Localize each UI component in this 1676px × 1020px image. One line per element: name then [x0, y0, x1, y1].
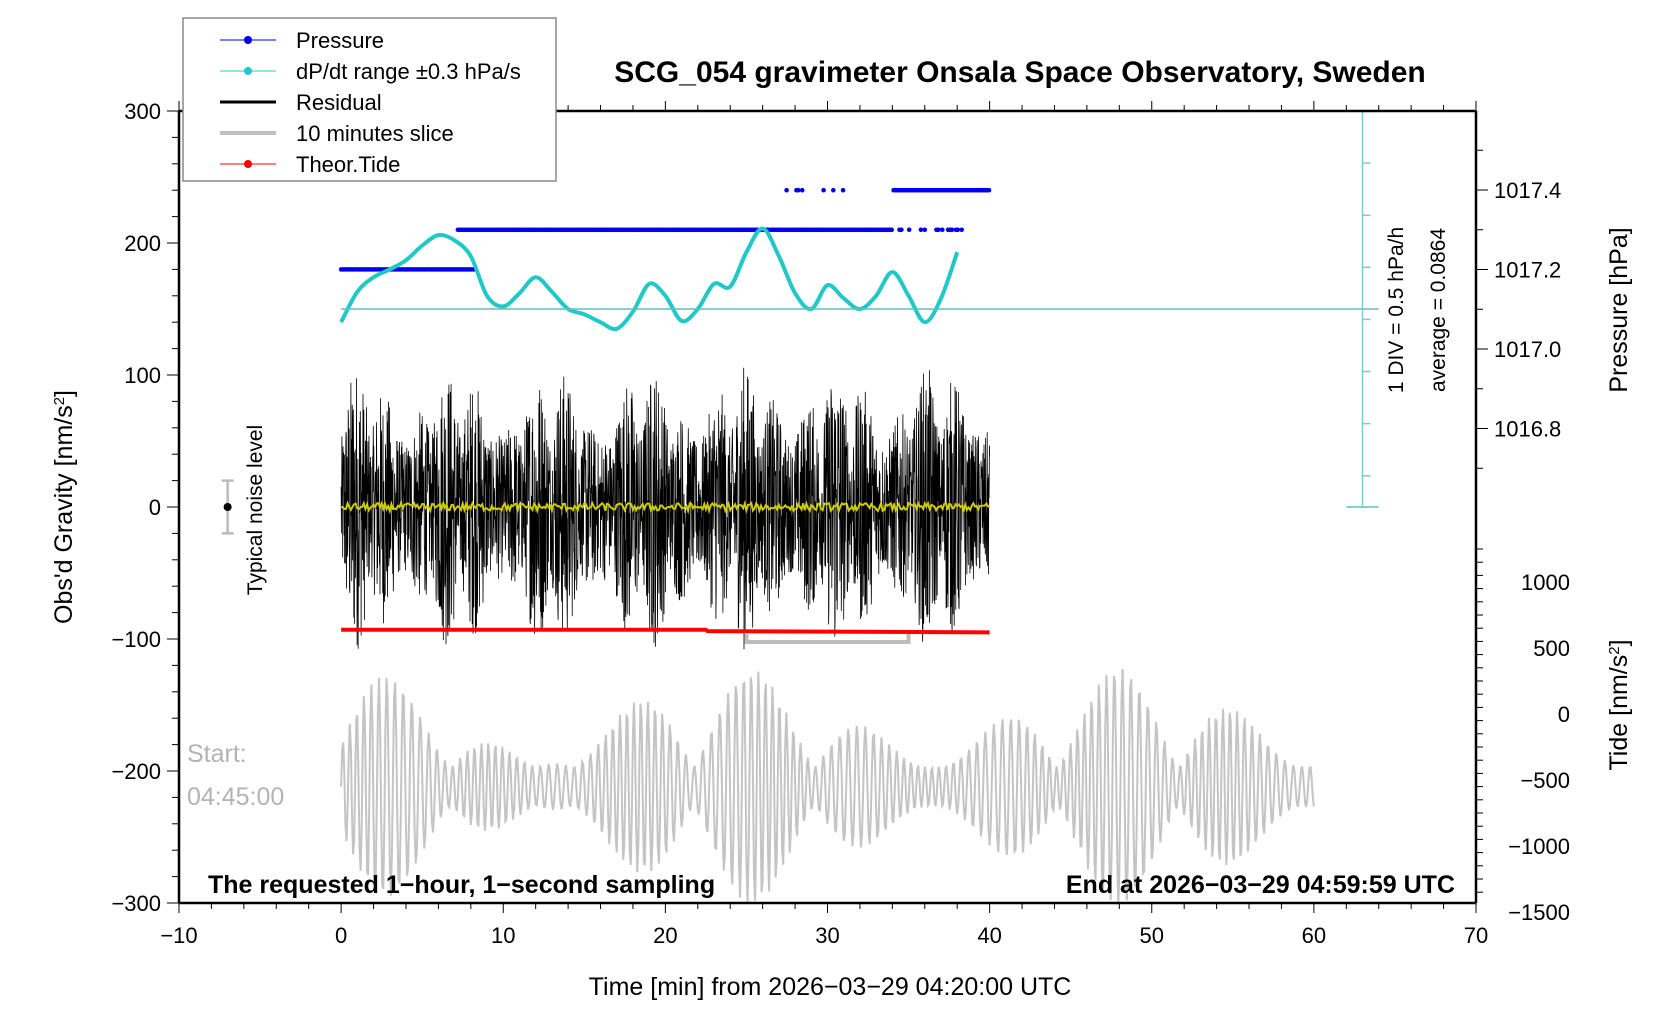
pressure-tick-label: 1017.0	[1494, 337, 1561, 362]
y-axis-label-left: Obs'd Gravity [nm/s2]	[50, 390, 78, 624]
legend-entry: Theor.Tide	[220, 152, 400, 177]
legend-entry: dP/dt range ±0.3 hPa/s	[220, 59, 521, 84]
pressure-point	[784, 187, 789, 193]
slice-line	[340, 668, 1315, 905]
y-tick-label: 0	[149, 495, 161, 520]
pressure-point	[955, 227, 961, 233]
dpdt-series	[339, 226, 960, 332]
x-tick-label: 10	[491, 923, 515, 948]
x-tick-label: 70	[1464, 923, 1488, 948]
pressure-series	[338, 187, 992, 272]
residual-series	[340, 367, 991, 650]
legend: Pressure dP/dt range ±0.3 hPa/s Residual 10…	[182, 17, 557, 182]
pressure-point	[936, 227, 941, 233]
y-tick-label: 300	[124, 99, 161, 124]
legend-label: Pressure	[296, 28, 384, 53]
legend-label: dP/dt range ±0.3 hPa/s	[296, 59, 521, 84]
x-tick-label: 50	[1140, 923, 1164, 948]
end-time-note: End at 2026−03−29 04:59:59 UTC	[1066, 871, 1455, 899]
y-tick-label: −200	[111, 759, 161, 784]
noise-center-point	[223, 503, 232, 511]
div-label: 1 DIV = 0.5 hPa/h	[1385, 227, 1408, 393]
x-axis-label: Time [min] from 2026−03−29 04:20:00 UTC	[589, 973, 1072, 1001]
pressure-point	[840, 187, 846, 193]
axis-ticks: −10 0 10 20 30 40 50 60 703002001000−100−200−300…	[111, 99, 1570, 948]
y-tick-label: 100	[124, 363, 161, 388]
pressure-point	[889, 227, 894, 233]
sampling-note: The requested 1−hour, 1−second sampling	[208, 871, 715, 899]
pressure-point	[918, 227, 924, 233]
pressure-point	[949, 227, 955, 233]
theoretical-tide-series	[341, 627, 990, 635]
x-tick-label: 60	[1302, 923, 1326, 948]
theoretical-tide-line	[341, 627, 990, 635]
pressure-tick-label: 1017.2	[1494, 258, 1561, 283]
residual-mean-line	[340, 499, 991, 515]
pressure-point	[899, 227, 904, 233]
dpdt-scale-bar	[341, 111, 1379, 508]
noise-level-label: Typical noise level	[244, 425, 267, 595]
x-tick-label: −10	[160, 923, 197, 948]
x-tick-label: 30	[815, 923, 839, 948]
pressure-tick-label: 1017.4	[1494, 178, 1561, 203]
legend-swatch-dot	[244, 160, 252, 168]
tide-tick-label: 0	[1558, 702, 1570, 727]
pressure-point	[959, 227, 964, 233]
pressure-point	[821, 187, 826, 193]
y-tick-label: −300	[111, 891, 161, 916]
legend-swatch-dot	[244, 67, 252, 75]
y-tick-label: −100	[111, 627, 161, 652]
start-label: Start:	[187, 740, 247, 768]
legend-swatch-dot	[244, 36, 252, 44]
chart-title: SCG_054 gravimeter Onsala Space Observat…	[614, 56, 1426, 89]
x-tick-label: 0	[335, 923, 347, 948]
legend-entry: 10 minutes slice	[220, 121, 454, 146]
slice-bracket	[744, 634, 911, 644]
pressure-point	[796, 187, 801, 193]
tide-tick-label: 1000	[1521, 570, 1570, 595]
legend-label: Theor.Tide	[296, 152, 400, 177]
legend-entry: Pressure	[220, 28, 384, 53]
dpdt-line	[339, 226, 960, 332]
pressure-point	[940, 227, 945, 233]
tide-tick-label: −1000	[1508, 834, 1570, 859]
legend-label: 10 minutes slice	[296, 121, 454, 146]
average-label: average = 0.0864	[1427, 228, 1450, 392]
ten-minute-slice-series	[340, 634, 1315, 905]
y-axis-label-pressure: Pressure [hPa]	[1605, 227, 1633, 392]
pressure-point	[831, 187, 836, 193]
pressure-point	[906, 227, 912, 233]
tide-tick-label: −500	[1520, 768, 1570, 793]
pressure-point	[799, 187, 805, 193]
pressure-tick-label: 1016.8	[1494, 417, 1561, 442]
x-tick-label: 40	[977, 923, 1001, 948]
tide-tick-label: 500	[1533, 636, 1570, 661]
pressure-point	[922, 227, 928, 233]
legend-entry: Residual	[220, 90, 382, 115]
legend-box	[182, 17, 557, 182]
tide-tick-label: −1500	[1508, 900, 1570, 925]
x-tick-label: 20	[653, 923, 677, 948]
y-tick-label: 200	[124, 231, 161, 256]
pressure-point	[986, 187, 992, 193]
y-axis-label-tide: Tide [nm/s2]	[1605, 639, 1633, 770]
start-time: 04:45:00	[187, 783, 284, 811]
legend-label: Residual	[296, 90, 382, 115]
